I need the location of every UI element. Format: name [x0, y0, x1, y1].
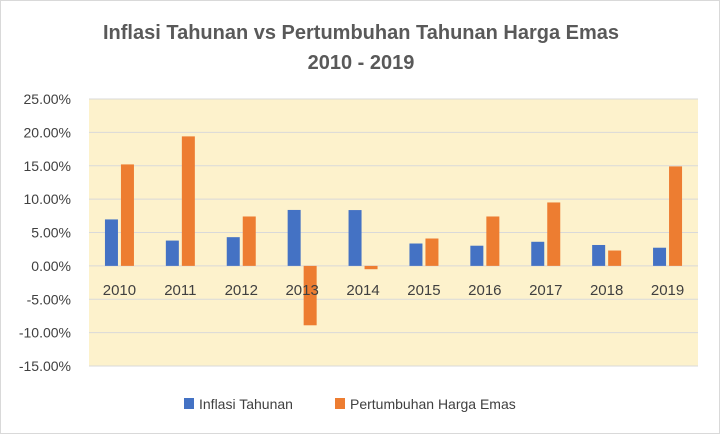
bar-inflasi-2013 [287, 209, 301, 266]
bar-emas-2011 [181, 136, 195, 266]
x-category-label: 2019 [651, 282, 684, 299]
bar-emas-2015 [425, 238, 439, 266]
legend-swatch [184, 398, 194, 409]
bar-inflasi-2012 [226, 237, 240, 266]
bar-inflasi-2015 [409, 243, 423, 266]
x-category-label: 2010 [103, 282, 136, 299]
x-category-label: 2014 [346, 282, 379, 299]
bar-emas-2010 [120, 164, 134, 266]
y-tick-label: 25.00% [24, 91, 71, 107]
bar-emas-2017 [547, 202, 561, 266]
legend-swatch [335, 398, 345, 409]
bar-emas-2016 [486, 216, 500, 266]
x-category-label: 2012 [225, 282, 258, 299]
y-tick-label: -15.00% [19, 358, 71, 374]
bar-emas-2013 [303, 265, 317, 326]
bar-emas-2018 [608, 250, 622, 266]
x-category-label: 2018 [590, 282, 623, 299]
bar-inflasi-2011 [165, 240, 179, 266]
chart-title-line-1: Inflasi Tahunan vs Pertumbuhan Tahunan H… [103, 22, 619, 44]
y-axis-ticks: 25.00% 20.00% 15.00% 10.00% 5.00% 0.00% -5.00%… [19, 91, 71, 374]
bars [104, 136, 683, 326]
y-tick-label: -5.00% [27, 291, 71, 307]
x-category-label: 2015 [407, 282, 440, 299]
y-tick-label: -10.00% [19, 325, 71, 341]
y-tick-label: 5.00% [31, 225, 71, 241]
y-tick-label: 15.00% [24, 158, 71, 174]
legend-label: Inflasi Tahunan [199, 396, 293, 412]
y-tick-label: 0.00% [31, 258, 71, 274]
x-category-label: 2013 [285, 282, 318, 299]
bar-emas-2012 [242, 216, 256, 266]
x-category-label: 2011 [164, 282, 196, 299]
x-axis-categories: 2010 2011 2012 2013 2014 2015 2016 2017 2018 2019 [103, 282, 684, 299]
bar-inflasi-2017 [531, 241, 545, 266]
chart-title-line-2: 2010 - 2019 [308, 52, 415, 74]
bar-inflasi-2018 [592, 244, 606, 266]
legend-label: Pertumbuhan Harga Emas [350, 396, 516, 412]
y-tick-label: 20.00% [24, 124, 71, 140]
bar-emas-2019 [669, 166, 683, 266]
legend: Inflasi Tahunan Pertumbuhan Harga Emas [184, 396, 516, 412]
bar-inflasi-2010 [104, 219, 118, 266]
x-category-label: 2016 [468, 282, 501, 299]
bar-inflasi-2016 [470, 245, 484, 266]
bar-inflasi-2014 [348, 210, 362, 266]
x-category-label: 2017 [529, 282, 562, 299]
bar-emas-2014 [364, 265, 378, 270]
bar-inflasi-2019 [653, 247, 667, 266]
y-tick-label: 10.00% [24, 191, 71, 207]
